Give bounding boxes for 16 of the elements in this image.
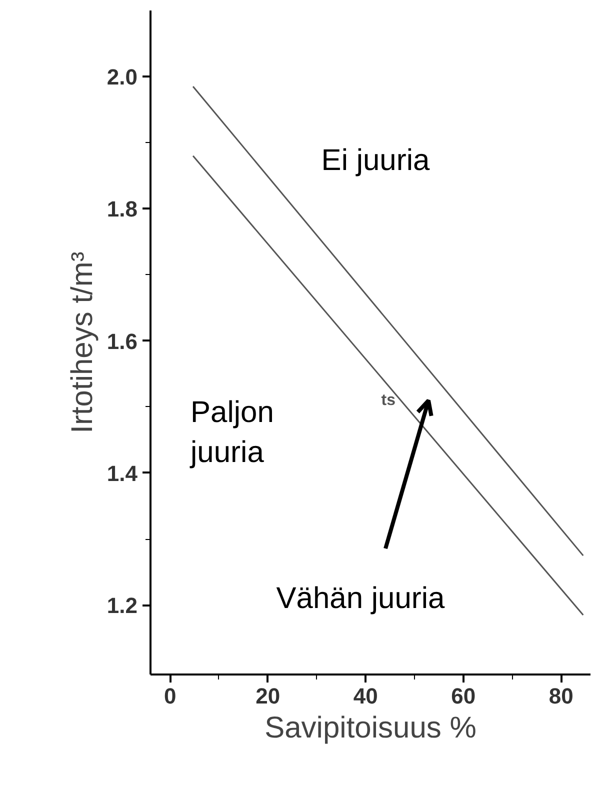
x-tick-label: 80 bbox=[548, 684, 574, 708]
x-tick-label: 60 bbox=[451, 684, 476, 708]
annotation: ts bbox=[381, 392, 396, 409]
annotation: Ei juuria bbox=[321, 144, 430, 177]
annotation: Vähän juuria bbox=[276, 582, 446, 615]
x-tick-label: 40 bbox=[353, 684, 378, 708]
x-tick-label: 0 bbox=[164, 684, 176, 708]
y-tick-label: 2.0 bbox=[106, 64, 138, 90]
y-tick-label: 1.8 bbox=[106, 196, 138, 222]
x-tick-label: 20 bbox=[256, 684, 280, 708]
y-axis-title: Irtotiheys t/m³ bbox=[66, 252, 99, 434]
x-axis-title: Savipitoisuus % bbox=[264, 712, 476, 744]
y-tick-label: 1.4 bbox=[106, 460, 138, 486]
annotation: Paljon juuria bbox=[190, 396, 274, 469]
y-tick-label: 1.6 bbox=[106, 328, 138, 354]
y-tick-label: 1.2 bbox=[106, 593, 138, 618]
